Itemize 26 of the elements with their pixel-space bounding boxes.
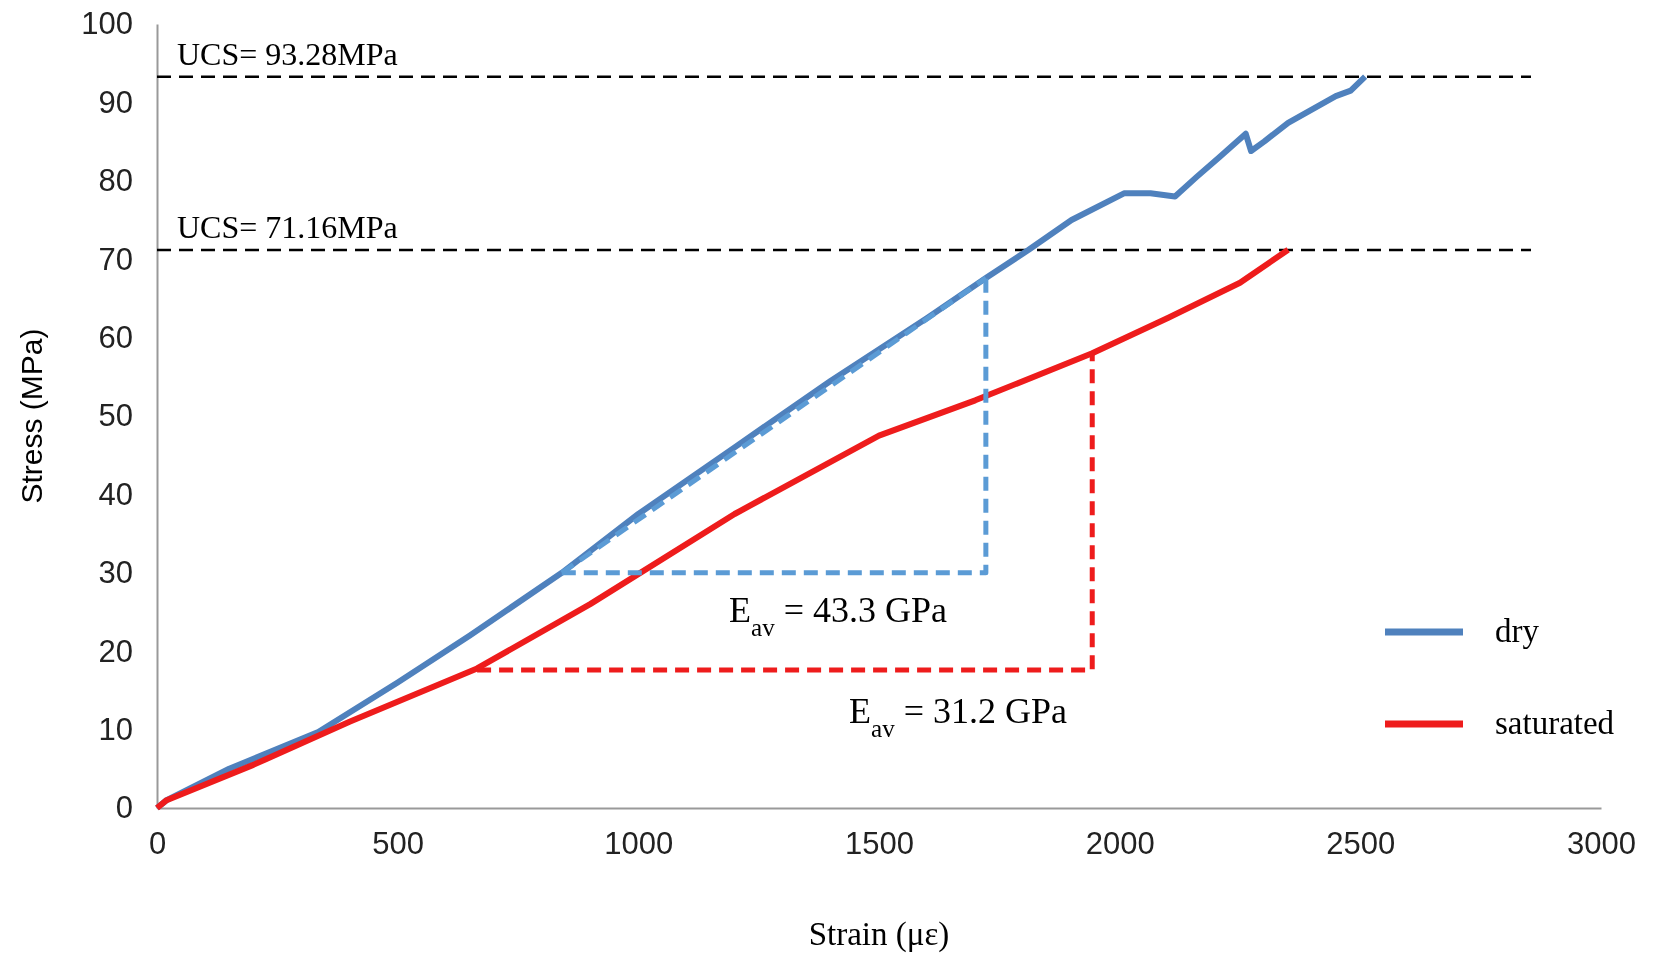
x-tick-label: 2500: [1326, 826, 1396, 862]
y-tick-label: 100: [81, 6, 133, 42]
annotation: E$_{av}$ = 43.3 GPa: [728, 590, 948, 641]
y-tick-label: 0: [115, 790, 133, 826]
y-axis-title: Stress (MPa): [15, 328, 48, 504]
y-tick-label: 40: [98, 476, 133, 512]
x-axis-title: Strain (με): [808, 916, 950, 953]
ref-line-label: UCS= 93.28MPa: [177, 35, 398, 72]
x-tick-label: 1000: [604, 826, 674, 862]
y-tick-label: 60: [98, 320, 133, 356]
y-tick-label: 30: [98, 555, 133, 591]
annotation: E$_{av}$ = 31.2 GPa: [848, 691, 1068, 742]
ref-line-label: UCS= 71.16MPa: [177, 209, 398, 246]
y-tick-label: 20: [98, 633, 133, 669]
legend-label: dry: [1495, 613, 1540, 649]
x-tick-label: 2000: [1085, 826, 1155, 862]
x-tick-label: 1500: [845, 826, 914, 862]
y-tick-label: 90: [98, 84, 133, 120]
x-tick-label: 0: [148, 826, 167, 862]
y-tick-label: 70: [98, 241, 133, 277]
y-tick-label: 10: [98, 712, 133, 748]
legend-label: saturated: [1495, 705, 1615, 741]
x-tick-label: 500: [372, 826, 425, 862]
x-tick-label: 3000: [1567, 826, 1636, 862]
y-tick-label: 50: [98, 398, 133, 434]
y-tick-label: 80: [98, 163, 133, 199]
